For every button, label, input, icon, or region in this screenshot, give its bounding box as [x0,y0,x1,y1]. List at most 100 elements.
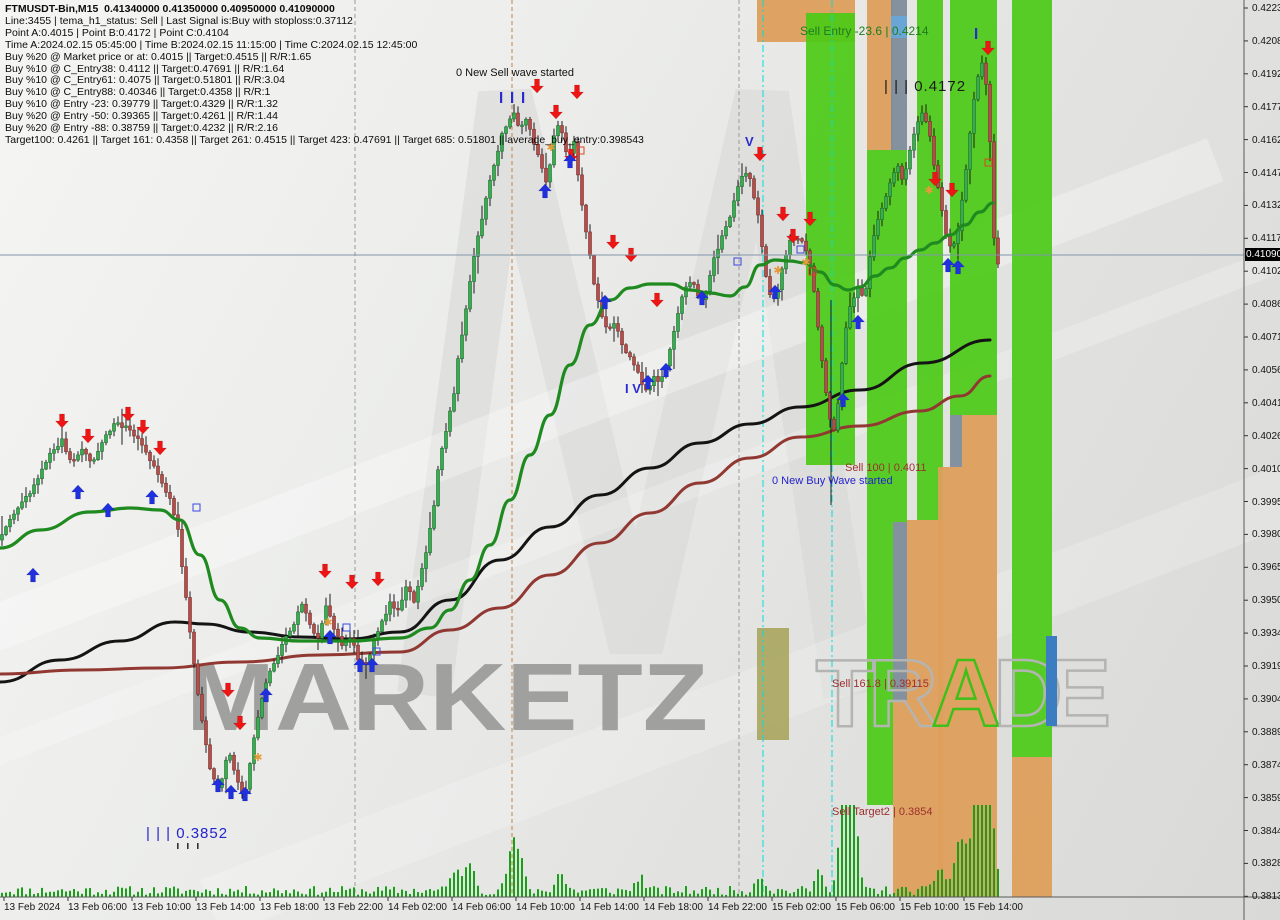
price-axis-label: 0.39501 [1252,595,1280,607]
candle-bearish [128,425,132,431]
brand2-letter-A: A [931,640,1000,747]
tema-layer [0,201,995,643]
ma-maroon-line[interactable] [0,374,992,676]
low-level-label: | | | 0.3852 [146,825,229,842]
candle-bullish [296,611,300,625]
price-axis-label: 0.41777 [1252,101,1280,113]
time-axis-label[interactable]: 13 Feb 2024 [4,902,61,913]
time-axis-label[interactable]: 13 Feb 10:00 [132,902,191,913]
price-axis-label: 0.40263 [1252,430,1280,442]
price-axis-label: 0.39955 [1252,496,1280,508]
orange-zone-band [907,520,943,897]
candle-bullish [488,179,492,199]
info-line: Target100: 0.4261 || Target 161: 0.4358 … [5,133,644,146]
candle-bullish [116,422,120,425]
time-axis-label[interactable]: 14 Feb 18:00 [644,902,703,913]
candle-bullish [464,308,468,336]
candle-bearish [624,344,628,353]
candle-bearish [628,352,632,358]
candle-bullish [100,442,104,452]
time-axis-label[interactable]: 14 Feb 06:00 [452,902,511,913]
sell-arrow-icon [120,406,136,422]
green-zone-band [1012,0,1052,757]
candle-bullish [48,452,52,463]
candle-bullish [492,165,496,181]
time-axis-label[interactable]: 15 Feb 14:00 [964,902,1023,913]
candle-bullish [76,454,80,461]
sell-161-label: Sell 161.8 | 0.39115 [832,678,929,690]
candle-bullish [24,496,28,503]
tema-green-line[interactable] [0,201,995,643]
time-axis-label[interactable]: 13 Feb 14:00 [196,902,255,913]
candle-bullish [980,62,984,77]
candle-bullish [444,431,448,449]
candle-bullish [124,425,128,428]
candle-bullish [508,118,512,128]
sell-target2-label: Sell Target2 | 0.3854 [832,806,933,818]
candle-bearish [992,141,996,239]
candle-bearish [988,83,992,143]
time-axis-label[interactable]: 14 Feb 10:00 [516,902,575,913]
candle-bullish [400,599,404,611]
price-axis-label: 0.38895 [1252,726,1280,738]
candle-bullish [552,135,556,166]
candle-bullish [52,449,56,454]
candle-bullish [428,528,432,553]
background-decor [0,88,1280,920]
time-axis-label[interactable]: 13 Feb 18:00 [260,902,319,913]
vertical-lines-layer [354,0,833,897]
time-axis-label[interactable]: 13 Feb 22:00 [324,902,383,913]
candle-bearish [768,276,772,296]
red-square-marker-icon [984,158,993,167]
time-axis-label[interactable]: 14 Feb 22:00 [708,902,767,913]
time-axis-label[interactable]: 13 Feb 06:00 [68,902,127,913]
candle-bullish [712,257,716,276]
candle-bullish [292,624,296,632]
sell-arrow-icon [54,413,70,429]
candle-bearish [800,238,804,242]
red-square-marker-icon [808,267,817,276]
candle-bullish [892,172,896,184]
candle-bearish [620,330,624,346]
candle-bullish [288,630,292,637]
candle-bearish [64,438,68,452]
time-axis-label[interactable]: 15 Feb 06:00 [836,902,895,913]
candle-bearish [120,422,124,428]
candle-bullish [416,585,420,603]
time-axis-label[interactable]: 15 Feb 10:00 [900,902,959,913]
candle-bearish [152,460,156,467]
candle-bullish [844,327,848,364]
candle-bearish [820,326,824,362]
candle-bearish [316,632,320,639]
sell-arrow-icon [135,419,151,435]
candle-bearish [144,444,148,453]
blue-square-marker-icon [733,257,742,266]
candle-bullish [836,403,840,431]
candle-bullish [56,446,60,450]
candle-bullish [16,507,20,515]
candle-bullish [952,243,956,247]
candle-bullish [256,716,260,739]
time-axis-label[interactable]: 15 Feb 02:00 [772,902,831,913]
buy-arrow-icon [237,786,253,802]
price-axis-label: 0.39198 [1252,661,1280,672]
candle-bearish [308,612,312,625]
info-line: Buy %10 @ C_Entry61: 0.4075 || Target:0.… [5,74,285,87]
time-axis-label[interactable]: 14 Feb 14:00 [580,902,639,913]
sell-arrow-icon [344,574,360,590]
chart-info-block: FTMUSDT-Bin,M15 0.41340000 0.41350000 0.… [5,3,644,147]
candle-bullish [4,526,8,535]
candle-bullish [732,200,736,218]
buy-arrow-icon [223,784,239,800]
candle-bearish [748,173,752,179]
candle-bearish [396,607,400,611]
candle-bearish [172,498,176,516]
price-axis-label: 0.41172 [1252,233,1280,245]
candle-bullish [780,268,784,290]
ma-black-line[interactable] [0,338,992,684]
time-axis-label[interactable]: 14 Feb 02:00 [388,902,447,913]
blue-square-marker-icon [372,647,381,656]
candle-bullish [388,601,392,615]
